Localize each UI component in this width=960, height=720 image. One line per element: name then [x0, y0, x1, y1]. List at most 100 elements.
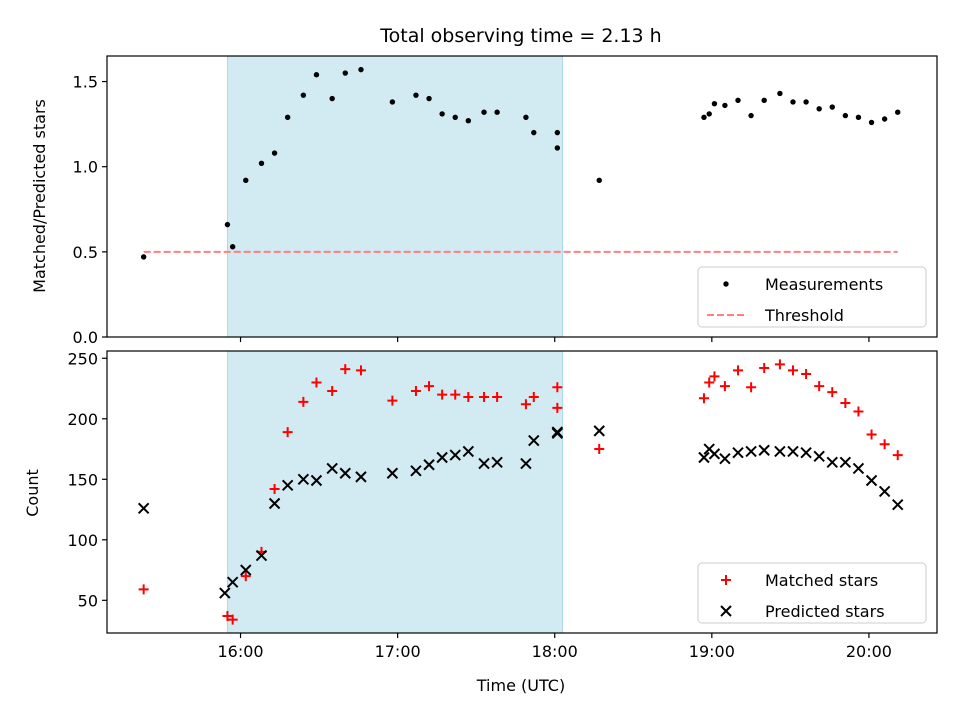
legend: Matched stars Predicted stars — [697, 562, 927, 624]
data-point — [342, 70, 348, 76]
data-point — [840, 398, 851, 409]
data-point — [719, 381, 730, 392]
data-point — [219, 587, 231, 599]
data-point — [865, 474, 878, 487]
data-point — [224, 221, 231, 228]
observing-window-shade — [226, 55, 564, 338]
data-point — [463, 391, 474, 402]
y-tick-label: 1.5 — [73, 73, 98, 92]
data-point — [240, 571, 251, 582]
data-point — [761, 97, 767, 103]
data-point — [803, 99, 809, 105]
data-point — [774, 359, 785, 370]
data-point — [839, 456, 852, 469]
top-y-axis-label: Matched/Predicted stars — [30, 99, 49, 293]
series-0-0 — [140, 66, 901, 260]
data-point — [528, 434, 540, 447]
legend-box — [697, 562, 927, 624]
y-tick-label: 1.0 — [73, 158, 98, 177]
data-point — [410, 385, 421, 396]
data-point — [853, 406, 864, 417]
data-point — [733, 365, 744, 376]
data-point — [297, 473, 310, 485]
data-point — [801, 368, 812, 379]
data-point — [298, 396, 309, 407]
data-point — [698, 393, 709, 404]
data-point — [735, 97, 741, 103]
data-point — [722, 102, 728, 109]
data-point — [879, 439, 890, 450]
data-point — [709, 371, 720, 382]
data-point — [816, 106, 822, 112]
data-point — [892, 499, 904, 511]
data-point — [300, 92, 307, 98]
y-tick-label: 200 — [67, 410, 98, 429]
data-point — [437, 389, 448, 400]
data-point — [255, 549, 268, 562]
data-point — [520, 399, 531, 410]
bottom-y-axis-label: Count — [23, 469, 42, 517]
data-point — [491, 456, 503, 469]
data-point — [706, 111, 712, 117]
legend-marker — [723, 281, 729, 287]
data-point — [462, 445, 475, 458]
data-point — [387, 395, 398, 406]
y-tick-label: 250 — [67, 349, 98, 368]
data-point — [329, 95, 335, 102]
data-point — [450, 389, 461, 400]
data-point — [787, 365, 798, 376]
legend-box — [697, 266, 927, 328]
data-point — [478, 457, 490, 470]
data-point — [708, 448, 721, 460]
data-point — [704, 377, 715, 388]
data-point — [243, 177, 249, 184]
data-point — [281, 479, 294, 492]
y-tick-label: 0.0 — [73, 328, 98, 347]
axes-frame — [106, 55, 938, 338]
legend-label: Matched stars — [765, 571, 878, 590]
data-point — [855, 114, 862, 121]
data-point — [355, 471, 367, 483]
data-point — [552, 402, 563, 413]
data-point — [852, 462, 865, 475]
data-point — [745, 445, 757, 458]
data-point — [439, 111, 445, 117]
data-point — [138, 584, 149, 595]
data-point — [140, 254, 147, 260]
data-point — [787, 445, 799, 458]
x-tick-label: 16:00 — [217, 642, 263, 661]
data-point — [494, 109, 500, 115]
data-point — [594, 444, 605, 455]
data-point — [698, 451, 710, 464]
data-point — [269, 483, 280, 494]
legend-label: Measurements — [765, 275, 883, 294]
data-point — [423, 459, 435, 471]
data-point — [551, 426, 564, 438]
x-tick-label: 17:00 — [375, 642, 421, 661]
y-tick-label: 50 — [78, 591, 98, 610]
data-point — [284, 114, 291, 121]
data-point — [268, 497, 281, 510]
data-point — [449, 449, 461, 461]
data-point — [340, 364, 351, 375]
data-point — [732, 446, 744, 459]
data-point — [596, 177, 602, 184]
y-tick-label: 100 — [67, 531, 98, 550]
x-axis-label: Time (UTC) — [476, 676, 565, 695]
legend: Measurements Threshold — [697, 266, 927, 328]
count-panel: 50 100 150 200 250 16:00 17:00 18:00 19:00 20:00 M… — [67, 349, 938, 661]
y-tick-label: 0.5 — [73, 243, 98, 262]
data-point — [413, 92, 419, 98]
data-point — [258, 160, 265, 166]
data-point — [774, 445, 786, 458]
data-point — [282, 427, 293, 438]
data-point — [227, 614, 238, 625]
data-point — [827, 387, 838, 398]
data-point — [719, 453, 731, 465]
data-point — [226, 576, 239, 588]
data-point — [777, 90, 783, 97]
observing-window-shade — [226, 350, 564, 634]
data-point — [355, 365, 366, 376]
legend-label: Threshold — [764, 306, 844, 325]
data-point — [895, 109, 901, 115]
